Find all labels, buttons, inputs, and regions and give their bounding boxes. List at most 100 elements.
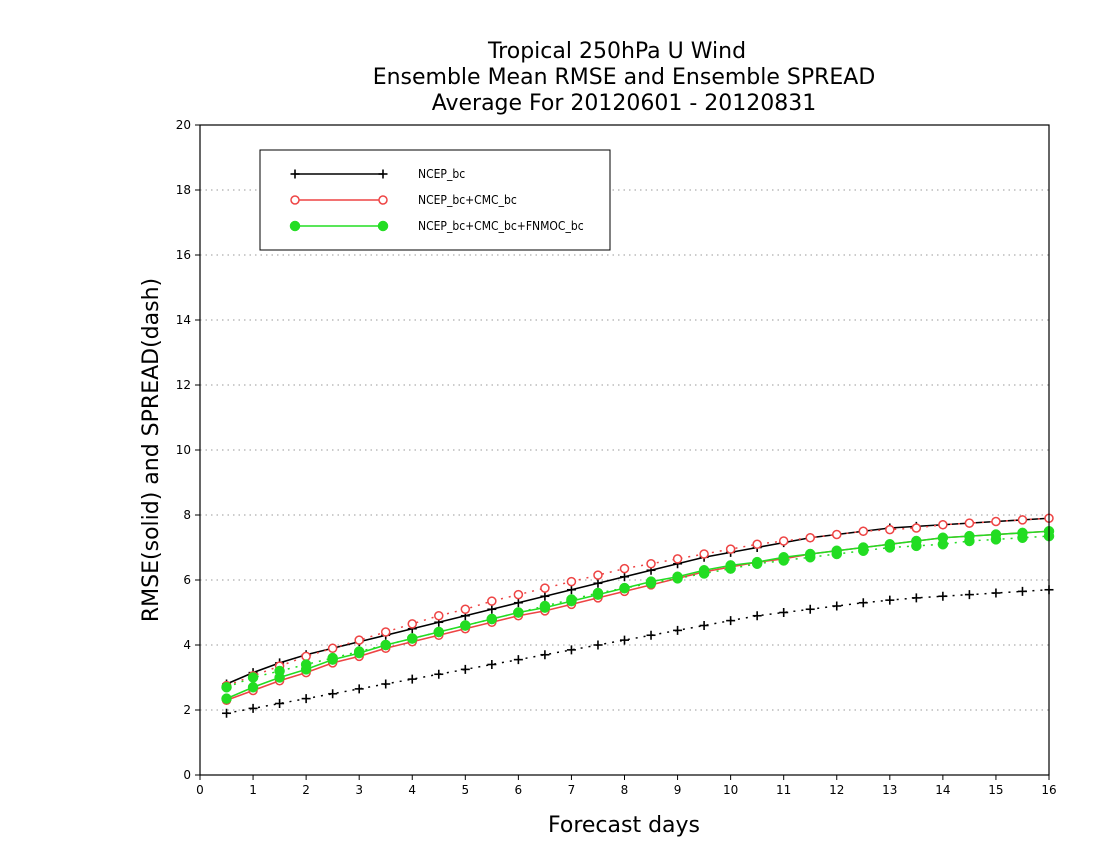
series-1-spread-point [1017, 515, 1028, 525]
series-1-spread-point [991, 516, 1001, 527]
legend-swatch-marker-end [377, 220, 389, 232]
series-0 [222, 513, 1054, 718]
legend: NCEP_bc NCEP_bc+CMC_bc NCEP_bc+CMC_bc+FNMO… [259, 149, 611, 251]
grid [200, 189, 1049, 711]
series-1-spread-point [832, 529, 842, 540]
series-2-rmse-point [804, 548, 816, 560]
x-axis-label: Forecast days [548, 813, 700, 838]
series-2-rmse-point [1017, 527, 1028, 539]
x-tick-label: 4 [408, 783, 416, 797]
series-1-spread-point [911, 523, 922, 533]
series-1-spread-point [327, 643, 338, 653]
legend-swatch-marker-end [378, 195, 388, 205]
title-line-3: Average For 20120601 - 20120831 [432, 91, 817, 116]
series-1-spread-point [885, 524, 895, 535]
series-2-rmse-point [884, 539, 896, 550]
series-1-spread-point [593, 570, 603, 580]
series-2-rmse-point [858, 542, 869, 553]
y-tick-label: 20 [176, 118, 191, 132]
series-2-rmse-point [327, 654, 338, 665]
series-1-spread-point [752, 539, 762, 549]
series-2-rmse-point [566, 595, 577, 607]
series-2-rmse-point [698, 565, 710, 576]
series-2-rmse-point [353, 647, 365, 659]
x-tick-label: 0 [196, 783, 204, 797]
legend-item-2: NCEP_bc+CMC_bc+FNMOC_bc [289, 219, 584, 233]
series-1-spread-point [460, 604, 471, 614]
series-2-rmse-point [592, 589, 604, 600]
y-tick-label: 18 [176, 183, 191, 197]
series-1-spread-point [938, 520, 948, 530]
x-tick-label: 1 [249, 783, 257, 797]
series-1-spread-point [566, 576, 577, 587]
series-1-spread-point [513, 589, 524, 600]
series-2-spread-point [221, 682, 232, 693]
series-1-spread-point [646, 559, 656, 569]
legend-label: NCEP_bc+CMC_bc [418, 193, 517, 207]
y-tick-label: 6 [183, 573, 191, 587]
x-tick-label: 11 [776, 783, 791, 797]
x-tick-label: 9 [674, 783, 682, 797]
series-0-spread-line [226, 589, 1050, 714]
x-tick-label: 7 [568, 783, 576, 797]
series-2-rmse-point [672, 571, 683, 582]
x-tick-label: 2 [302, 783, 310, 797]
series-2-rmse-point [937, 532, 949, 543]
series-layer [221, 513, 1055, 718]
series-2-rmse-point [407, 633, 418, 644]
series-1-spread-point [619, 563, 630, 574]
series-2-rmse-point [221, 693, 232, 704]
series-2 [221, 526, 1055, 704]
x-tick-label: 12 [829, 783, 844, 797]
series-1-spread-point [725, 544, 736, 554]
series-2-rmse-point [990, 529, 1002, 540]
series-2-rmse-point [513, 607, 524, 618]
series-2-spread-point [247, 672, 259, 683]
title-line-2: Ensemble Mean RMSE and Ensemble SPREAD [373, 65, 876, 90]
legend-item-1: NCEP_bc+CMC_bc [290, 193, 517, 207]
x-tick-label: 10 [723, 783, 738, 797]
series-2-rmse-point [725, 560, 736, 571]
series-2-rmse-point [964, 530, 975, 542]
y-tick-label: 12 [176, 378, 191, 392]
series-1-spread-point [778, 536, 789, 546]
y-tick-label: 4 [183, 638, 191, 652]
series-2-rmse-point [751, 556, 763, 568]
y-tick-label: 14 [176, 313, 191, 327]
y-tick-label: 10 [176, 443, 191, 457]
series-2-spread-line [226, 535, 1050, 688]
series-2-rmse-point [380, 639, 391, 651]
legend-label: NCEP_bc [418, 167, 465, 181]
series-2-rmse-point [911, 535, 922, 547]
series-2-rmse-point [486, 613, 498, 625]
legend-swatch-marker-start [289, 220, 301, 232]
series-1-spread-line [226, 517, 1050, 687]
x-tick-label: 3 [355, 783, 363, 797]
legend-swatch-marker-start [290, 195, 300, 205]
x-tick-label: 16 [1041, 783, 1056, 797]
y-tick-label: 2 [183, 703, 191, 717]
x-tick-label: 6 [515, 783, 523, 797]
series-1-spread-point [805, 533, 815, 543]
chart-title: Tropical 250hPa U Wind Ensemble Mean RMS… [373, 39, 876, 116]
series-2-rmse-line [226, 530, 1050, 700]
series-1-spread-point [858, 526, 869, 536]
series-2-rmse-point [300, 664, 312, 675]
series-2-rmse-point [274, 672, 285, 683]
series-1-spread-point [964, 518, 975, 528]
y-axis-label: RMSE(solid) and SPREAD(dash) [139, 278, 164, 622]
series-1-spread-point [407, 619, 417, 629]
series-1-spread-point [380, 627, 391, 637]
y-tick-label: 0 [183, 768, 191, 782]
series-2-rmse-point [433, 626, 445, 638]
series-2-rmse-point [247, 682, 259, 693]
series-1-spread-point [301, 651, 311, 662]
series-2-rmse-point [778, 552, 789, 563]
series-1-spread-point [487, 596, 497, 606]
y-tick-label: 16 [176, 248, 191, 262]
x-tick-label: 14 [935, 783, 950, 797]
x-tick-label: 15 [988, 783, 1003, 797]
